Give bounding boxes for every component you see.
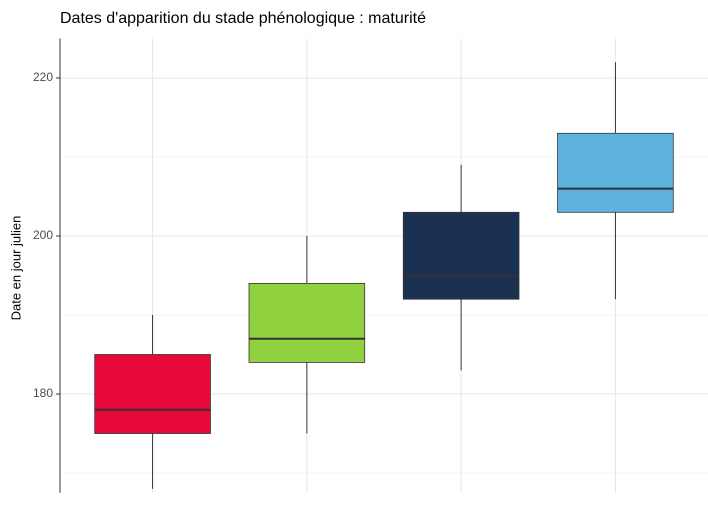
box — [248, 282, 366, 363]
y-axis-label: Date en jour julien — [8, 216, 23, 321]
y-tick-label: 220 — [33, 70, 53, 84]
chart-title: Dates d'apparition du stade phénologique… — [60, 10, 426, 27]
y-tick-label: 180 — [33, 386, 53, 400]
y-tick-label: 200 — [33, 228, 53, 242]
box — [402, 211, 520, 300]
box — [557, 132, 674, 213]
box — [94, 354, 211, 434]
